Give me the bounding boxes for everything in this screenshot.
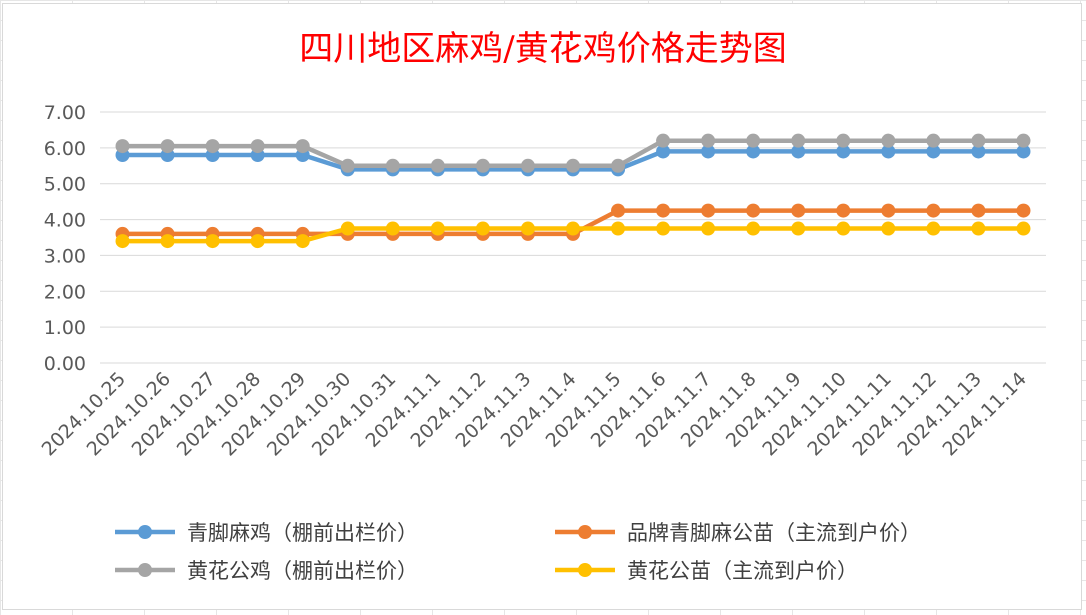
data-point: [340, 158, 355, 173]
data-point: [385, 221, 400, 236]
legend-label: 黄花公苗（主流到户价）: [627, 559, 858, 583]
data-point: [881, 221, 896, 236]
y-tick-label: 4.00: [44, 210, 86, 232]
data-point: [115, 234, 130, 249]
legend-marker: [138, 563, 152, 577]
data-point: [1016, 144, 1031, 159]
data-point: [385, 158, 400, 173]
data-point: [656, 144, 671, 159]
data-point: [881, 144, 896, 159]
data-point: [926, 221, 941, 236]
data-point: [656, 221, 671, 236]
data-point: [881, 133, 896, 148]
y-tick-label: 0.00: [44, 353, 86, 375]
y-tick-label: 2.00: [44, 281, 86, 303]
y-tick-label: 6.00: [44, 138, 86, 160]
data-point: [611, 158, 626, 173]
data-point: [836, 133, 851, 148]
data-point: [926, 203, 941, 218]
legend-label: 青脚麻鸡（棚前出栏价）: [187, 521, 418, 545]
data-point: [836, 221, 851, 236]
data-point: [971, 221, 986, 236]
legend-label: 黄花公鸡（棚前出栏价）: [187, 559, 418, 583]
data-point: [160, 234, 175, 249]
series-3: [115, 221, 1031, 249]
series-2: [115, 133, 1031, 173]
y-tick-label: 7.00: [44, 102, 86, 124]
data-point: [836, 203, 851, 218]
data-point: [701, 133, 716, 148]
chart-frame[interactable]: [2, 3, 1082, 610]
data-point: [520, 221, 535, 236]
data-point: [611, 221, 626, 236]
legend-item[interactable]: 青脚麻鸡（棚前出栏价）: [115, 521, 418, 545]
data-point: [701, 221, 716, 236]
data-point: [746, 203, 761, 218]
legend-item[interactable]: 品牌青脚麻公苗（主流到户价）: [555, 521, 921, 545]
data-point: [295, 139, 310, 154]
data-point: [1016, 221, 1031, 236]
legend-marker: [578, 563, 592, 577]
data-point: [656, 133, 671, 148]
data-point: [746, 144, 761, 159]
data-point: [205, 139, 220, 154]
y-tick-label: 5.00: [44, 174, 86, 196]
legend-item[interactable]: 黄花公鸡（棚前出栏价）: [115, 559, 418, 583]
legend-label: 品牌青脚麻公苗（主流到户价）: [627, 521, 921, 545]
data-point: [881, 203, 896, 218]
data-point: [791, 133, 806, 148]
data-point: [566, 158, 580, 173]
data-point: [520, 158, 535, 173]
data-point: [430, 158, 445, 173]
data-point: [295, 234, 310, 249]
data-point: [926, 133, 941, 148]
data-point: [971, 144, 986, 159]
data-point: [701, 203, 716, 218]
data-point: [971, 133, 986, 148]
data-point: [791, 203, 806, 218]
data-point: [250, 234, 265, 249]
data-point: [205, 234, 220, 249]
y-tick-label: 1.00: [44, 317, 86, 339]
legend-item[interactable]: 黄花公苗（主流到户价）: [555, 559, 858, 583]
x-axis-tick-labels: 2024.10.252024.10.262024.10.272024.10.28…: [38, 368, 1031, 460]
data-point: [836, 144, 851, 159]
data-point: [160, 139, 175, 154]
data-point: [746, 133, 761, 148]
legend-marker: [578, 525, 592, 539]
chart-title: 四川地区麻鸡/黄花鸡价格走势图: [299, 29, 786, 69]
data-point: [566, 221, 580, 236]
data-point: [701, 144, 716, 159]
data-point: [656, 203, 671, 218]
data-point: [791, 221, 806, 236]
data-point: [340, 221, 355, 236]
data-point: [611, 203, 626, 218]
data-point: [926, 144, 941, 159]
y-tick-label: 3.00: [44, 245, 86, 267]
data-point: [250, 139, 265, 154]
legend: 青脚麻鸡（棚前出栏价） 品牌青脚麻公苗（主流到户价） 黄花公鸡（棚前出栏价） 黄花公苗…: [115, 521, 921, 583]
series-lines: [115, 133, 1031, 249]
legend-marker: [138, 525, 152, 539]
data-point: [791, 144, 806, 159]
y-axis-tick-labels: 0.00 1.00 2.00 3.00 4.00 5.00 6.00 7.00: [44, 102, 86, 375]
data-point: [430, 221, 445, 236]
data-point: [475, 158, 490, 173]
data-point: [475, 221, 490, 236]
data-point: [1016, 133, 1031, 148]
data-point: [1016, 203, 1031, 218]
data-point: [971, 203, 986, 218]
data-point: [746, 221, 761, 236]
data-point: [115, 139, 130, 154]
